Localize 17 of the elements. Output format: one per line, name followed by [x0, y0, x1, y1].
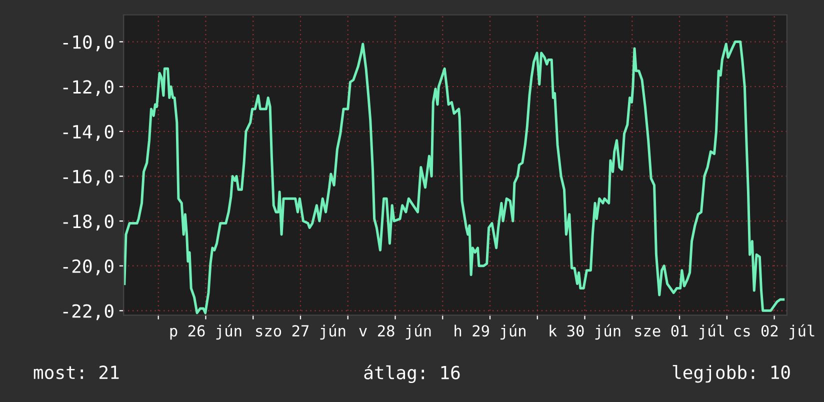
x-tick-label: v 28 jún: [359, 324, 431, 340]
y-tick-label: -20,0: [63, 259, 114, 276]
y-tick-label: -10,0: [63, 35, 114, 52]
y-tick-label: -14,0: [63, 124, 114, 141]
text: átlag: 16: [364, 364, 460, 384]
y-tick-label: -16,0: [63, 170, 114, 186]
x-tick-label: k 30 jún: [550, 324, 620, 340]
x-tick-label: cs 02 júl: [734, 324, 814, 340]
x-tick-label: p 26 jún: [170, 324, 242, 340]
x-tick-label: sze 01 júl: [635, 324, 724, 340]
x-tick-label: h 29 jún: [454, 324, 526, 340]
text: legjobb: 10: [672, 365, 790, 383]
x-tick-label: szo 27 jún: [256, 324, 346, 340]
y-tick-label: -18,0: [63, 214, 114, 230]
y-tick-label: -12,0: [63, 80, 114, 96]
text: most: 21: [34, 365, 119, 380]
y-tick-label: -22,0: [63, 304, 114, 320]
